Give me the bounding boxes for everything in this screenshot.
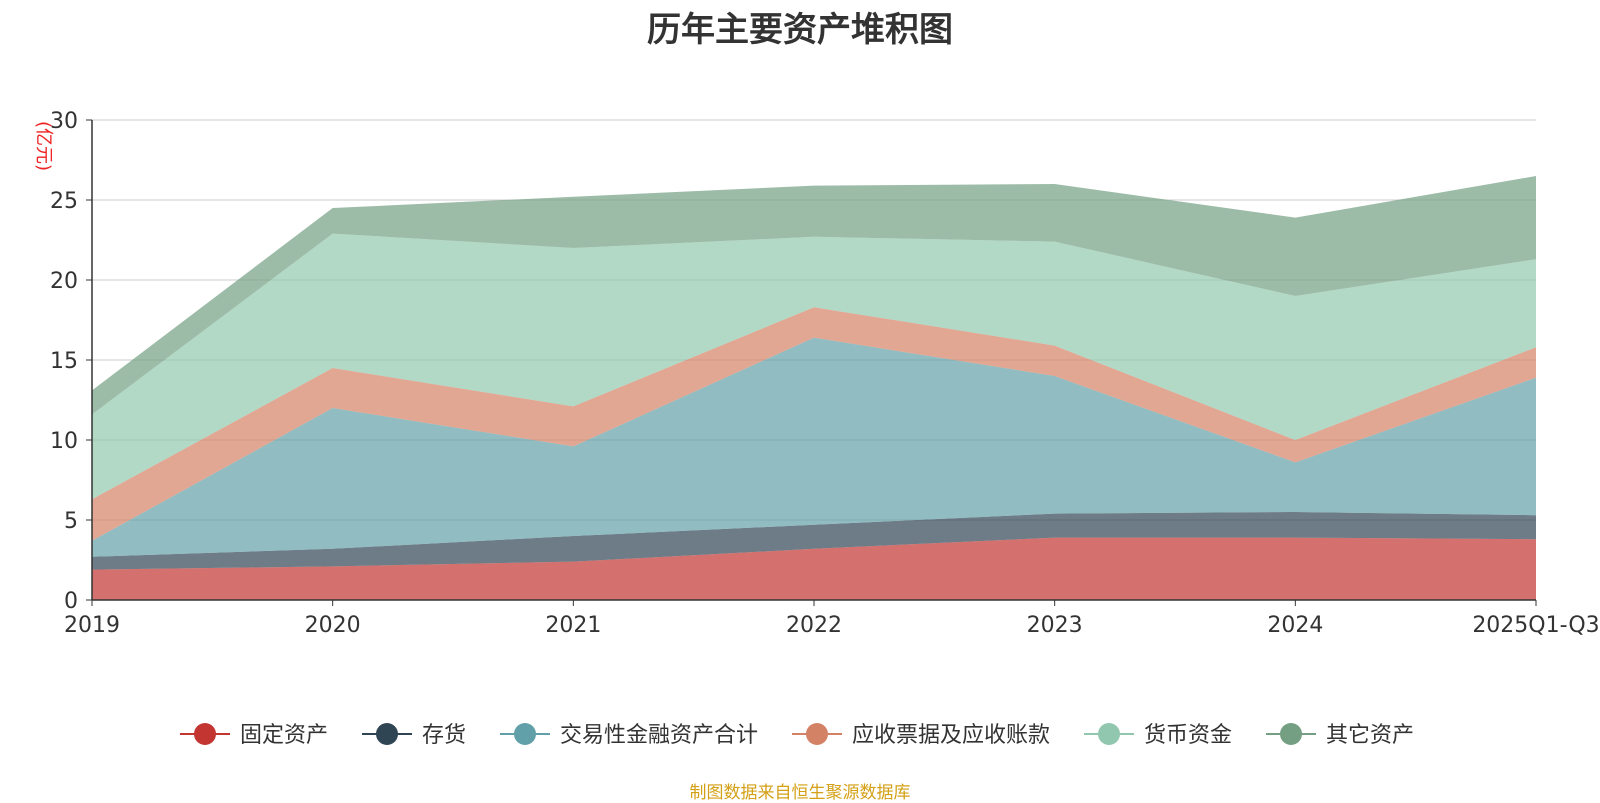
legend-item: 交易性金融资产合计 xyxy=(500,723,758,748)
x-tick-label: 2020 xyxy=(305,613,361,638)
axes: 0 5 10 15 20 25 30 2019 2020 2021 2022 2023 2024 2025… xyxy=(33,109,1600,638)
y-tick-label: 10 xyxy=(50,429,78,454)
x-tick-label: 2022 xyxy=(786,613,842,638)
legend-item: 存货 xyxy=(362,723,466,748)
y-tick-label: 0 xyxy=(64,589,78,614)
series-area xyxy=(92,337,1536,557)
series-area xyxy=(92,512,1536,570)
x-tick-label: 2025Q1-Q3 xyxy=(1472,613,1599,638)
legend-marker xyxy=(514,723,536,745)
y-tick-label: 20 xyxy=(50,269,78,294)
x-tick-label: 2023 xyxy=(1027,613,1083,638)
x-tick-label: 2021 xyxy=(545,613,601,638)
y-tick-label: 15 xyxy=(50,349,78,374)
x-tick-label: 2024 xyxy=(1267,613,1323,638)
legend-marker xyxy=(194,723,216,745)
legend-label: 固定资产 xyxy=(240,723,328,748)
y-tick-label: 30 xyxy=(50,109,78,134)
y-tick-label: 5 xyxy=(64,509,78,534)
legend-item: 货币资金 xyxy=(1084,723,1232,748)
legend-label: 交易性金融资产合计 xyxy=(560,723,758,748)
chart-title: 历年主要资产堆积图 xyxy=(647,10,953,50)
source-note: 制图数据来自恒生聚源数据库 xyxy=(689,783,911,803)
legend-marker xyxy=(1280,723,1302,745)
legend-marker xyxy=(1098,723,1120,745)
legend-marker xyxy=(376,723,398,745)
legend-item: 应收票据及应收账款 xyxy=(792,723,1050,748)
series-area xyxy=(92,537,1536,600)
y-tick-label: 25 xyxy=(50,189,78,214)
y-axis-unit: (亿元) xyxy=(33,121,54,171)
series-area xyxy=(92,307,1536,541)
legend-label: 存货 xyxy=(422,723,466,748)
legend-item: 其它资产 xyxy=(1266,723,1414,748)
series-area xyxy=(92,176,1536,415)
area-series xyxy=(92,176,1536,600)
x-tick-label: 2019 xyxy=(64,613,120,638)
legend-label: 货币资金 xyxy=(1144,723,1232,748)
legend-label: 应收票据及应收账款 xyxy=(852,723,1050,748)
legend-item: 固定资产 xyxy=(180,723,328,748)
legend: 固定资产 存货 交易性金融资产合计 应收票据及应收账款 货币资金 其它资产 xyxy=(180,723,1414,748)
legend-label: 其它资产 xyxy=(1326,723,1414,748)
legend-marker xyxy=(806,723,828,745)
series-area xyxy=(92,233,1536,500)
